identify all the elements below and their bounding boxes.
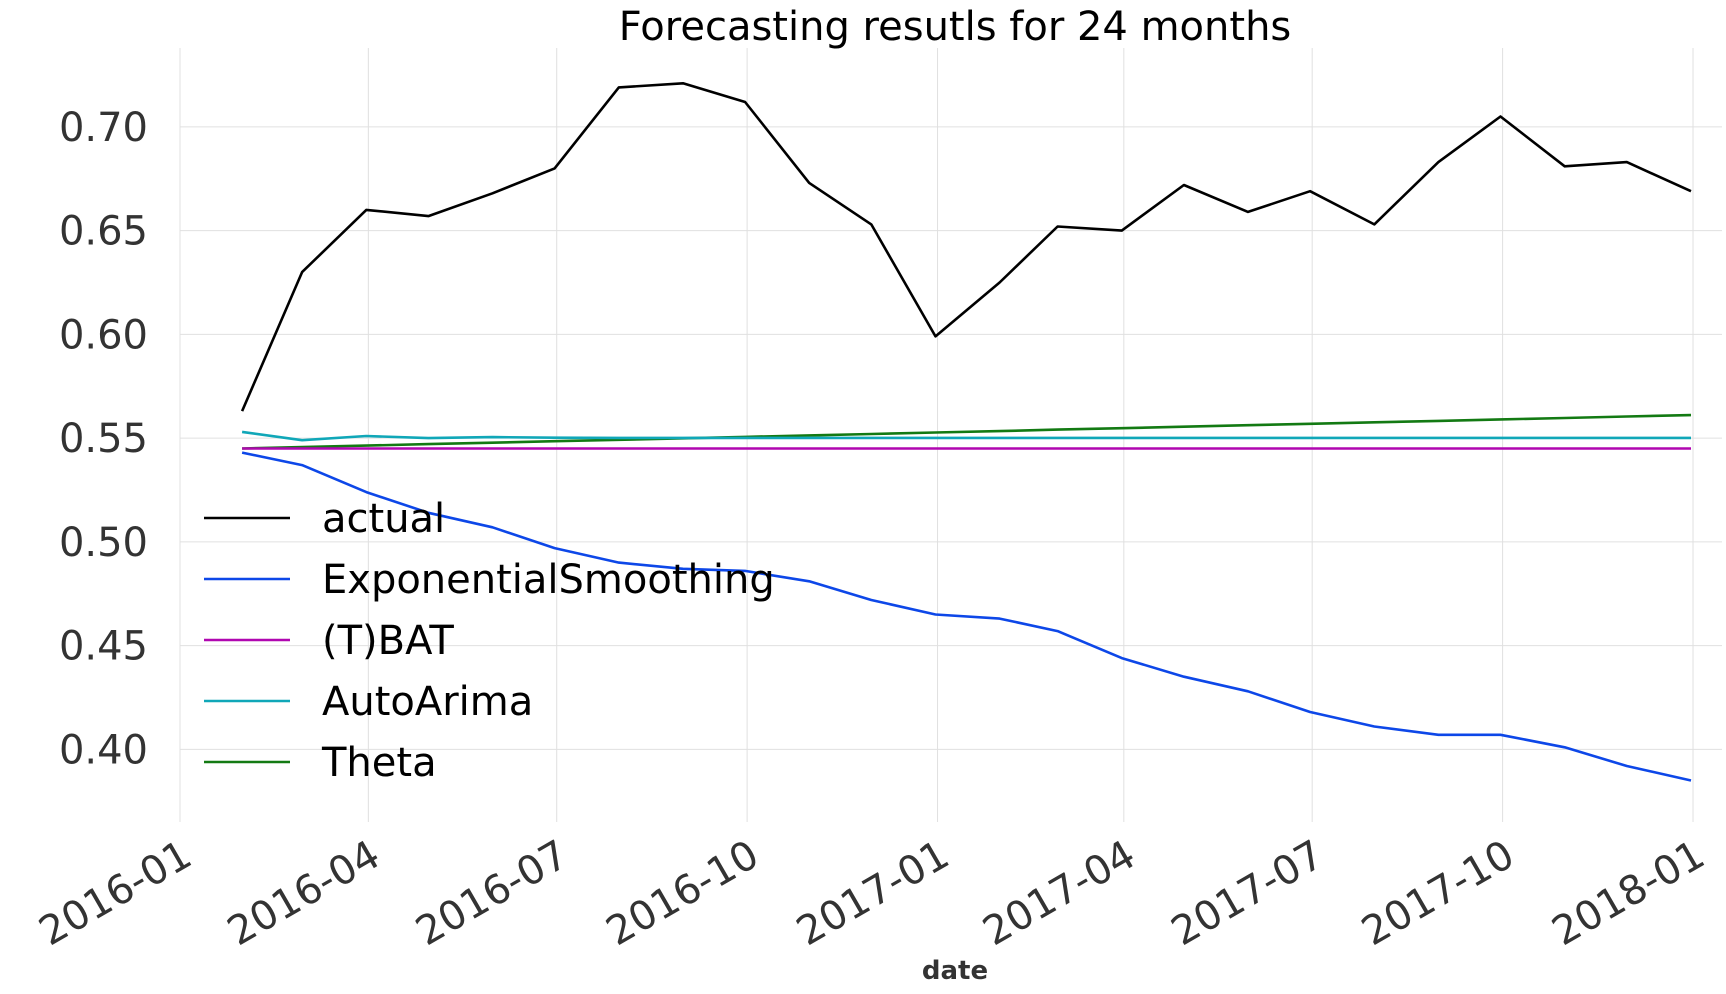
chart-title: Forecasting resutls for 24 months (619, 4, 1292, 50)
x-tick-label: 2016-04 (220, 832, 388, 955)
x-tick-label: 2017-10 (1354, 832, 1522, 955)
x-tick-label: 2016-07 (408, 832, 576, 955)
x-tick-label: 2017-01 (789, 832, 957, 955)
x-axis-label: date (922, 956, 988, 986)
series-line-theta (242, 413, 1692, 450)
y-tick-label: 0.60 (59, 312, 148, 358)
y-tick-label: 0.65 (59, 209, 148, 255)
legend-label-autoarima: AutoArima (322, 679, 533, 725)
legend-label-exponentialsmoothing: ExponentialSmoothing (322, 557, 775, 603)
legend-label-t-bat: (T)BAT (322, 618, 454, 664)
series-line-actual (240, 82, 1692, 412)
x-tick-label: 2017-07 (1164, 832, 1332, 955)
legend-label-theta: Theta (321, 740, 437, 786)
legend: actual ExponentialSmoothing (T)BAT AutoAri… (204, 496, 775, 786)
series-lines (240, 82, 1692, 782)
series-line-autoarima (241, 430, 1691, 442)
x-tick-label: 2018-01 (1545, 832, 1713, 955)
x-axis-ticks: 2016-01 2016-04 2016-07 2016-10 2017-01 2017-… (32, 832, 1713, 955)
y-tick-label: 0.40 (59, 727, 148, 773)
y-tick-label: 0.55 (59, 416, 148, 462)
x-tick-label: 2016-10 (599, 832, 767, 955)
x-tick-label: 2016-01 (32, 832, 200, 955)
legend-label-actual: actual (322, 496, 445, 542)
y-axis-ticks: 0.40 0.45 0.50 0.55 0.60 0.65 0.70 (59, 105, 148, 774)
grid-lines (179, 48, 1722, 822)
x-tick-label: 2017-04 (975, 832, 1143, 955)
y-tick-label: 0.50 (59, 520, 148, 566)
y-tick-label: 0.45 (59, 624, 148, 670)
y-tick-label: 0.70 (59, 105, 148, 151)
series-line-exponentialsmoothing (241, 451, 1692, 782)
